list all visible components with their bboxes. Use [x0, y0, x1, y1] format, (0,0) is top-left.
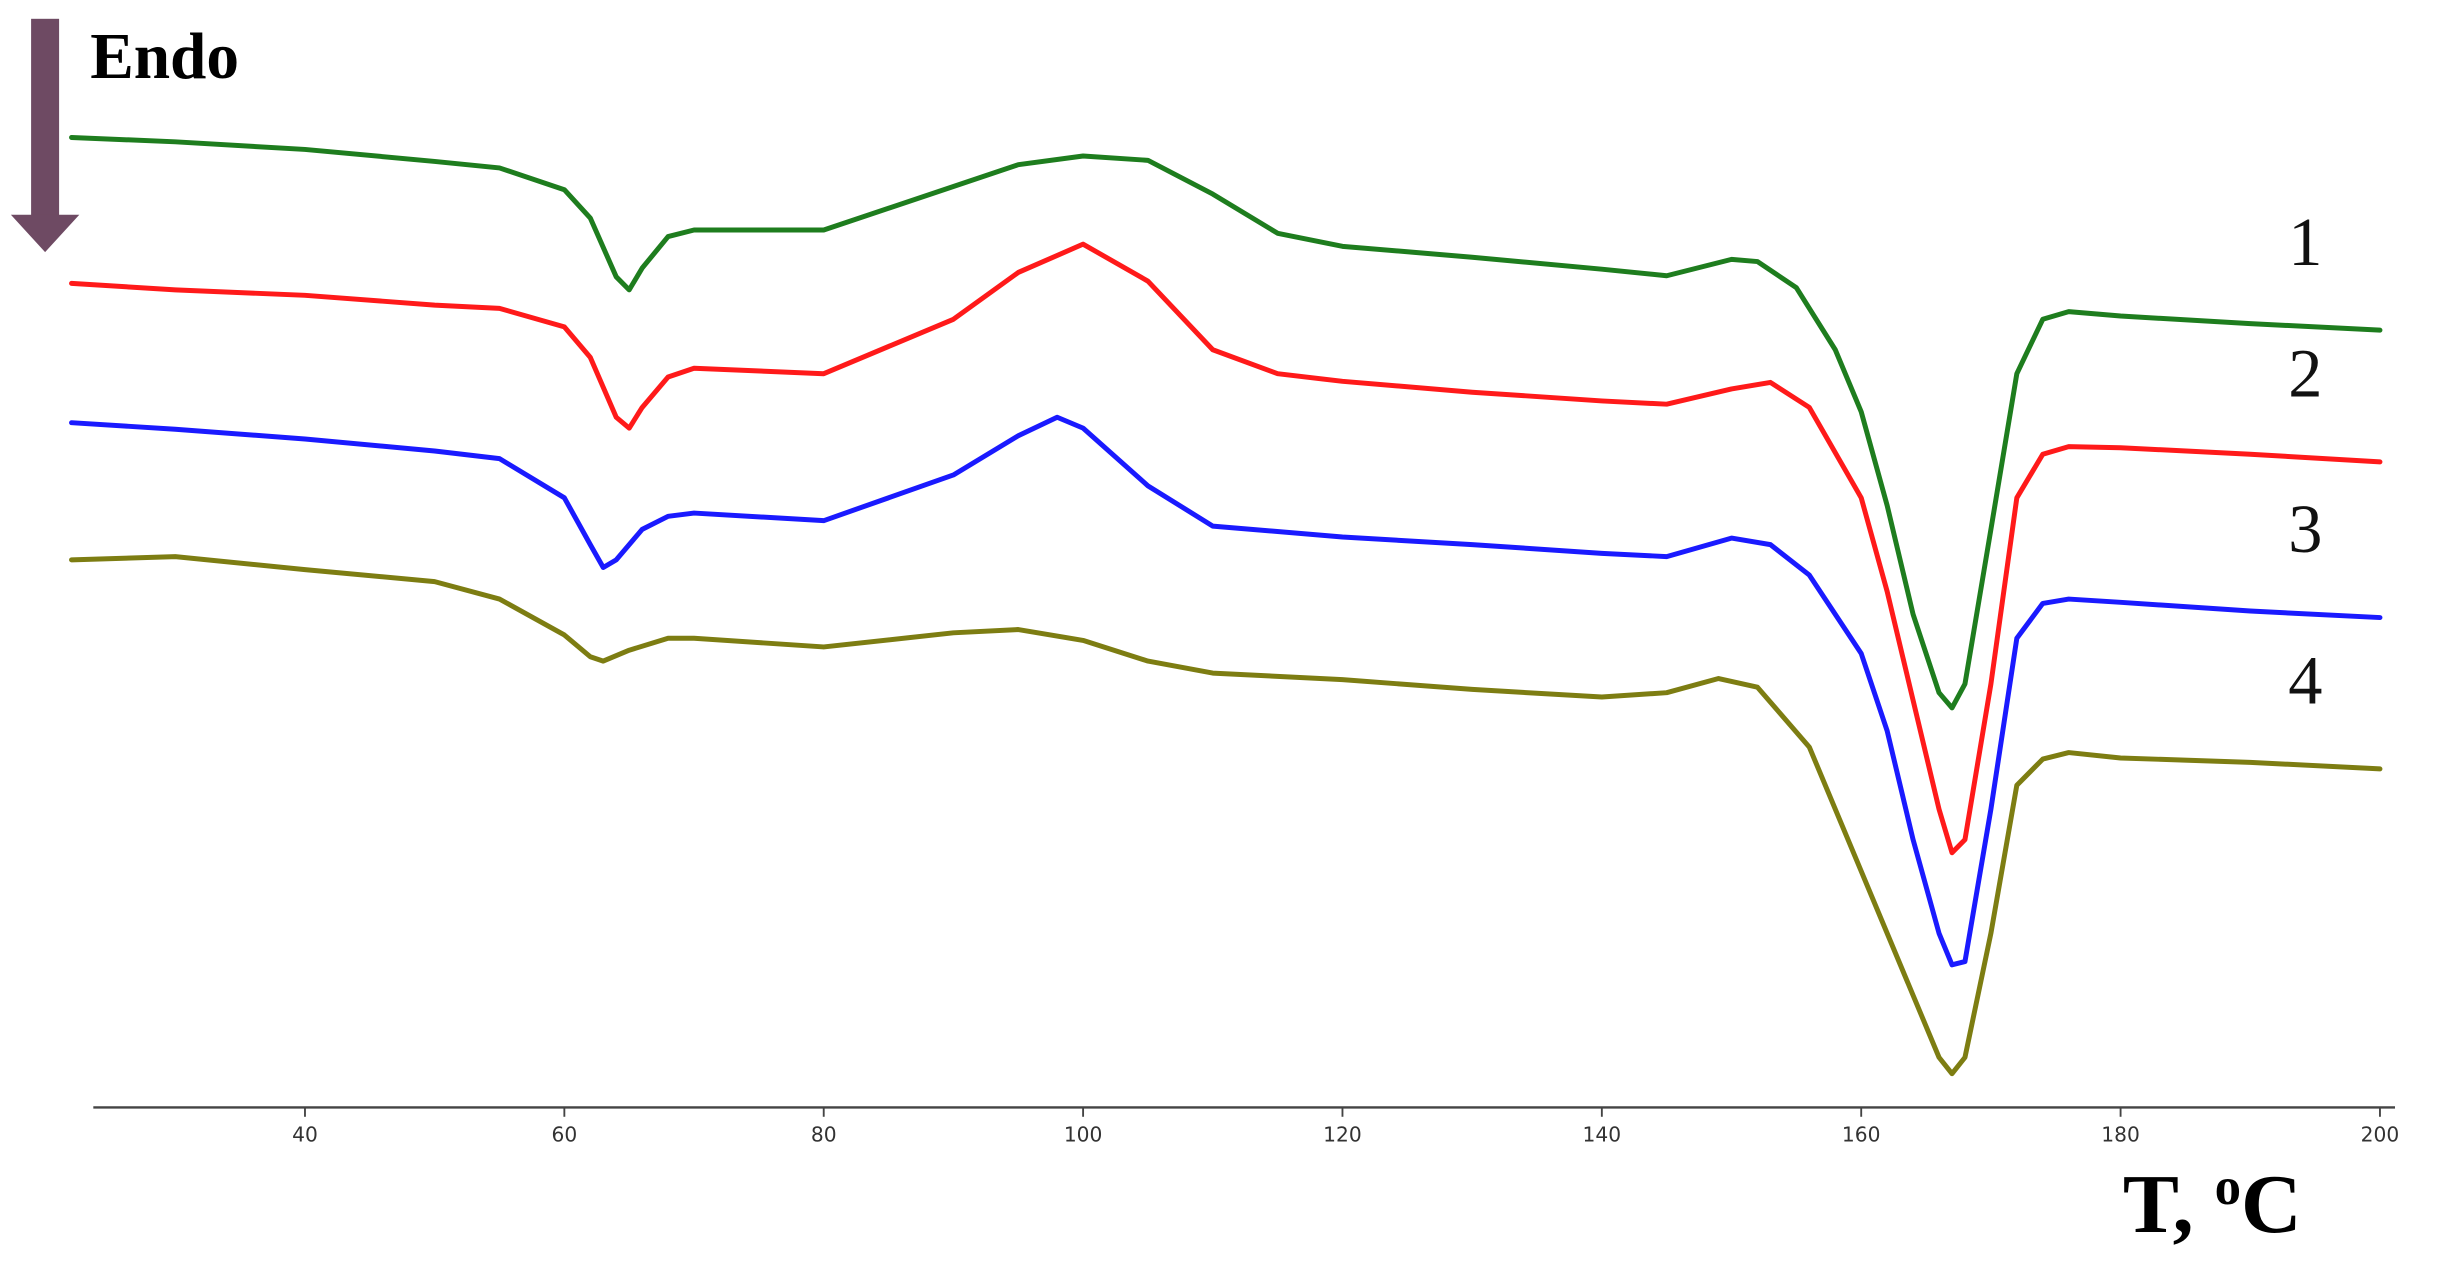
x-label-sup: o — [2215, 1158, 2241, 1216]
x-tick-label: 140 — [1583, 1123, 1622, 1147]
x-tick-label: 100 — [1064, 1123, 1103, 1147]
line-series — [69, 241, 2383, 856]
x-axis-label: T, oC — [2123, 1158, 2302, 1251]
line-series — [69, 134, 2383, 711]
endo-arrow-head — [10, 214, 80, 253]
x-tick-label: 200 — [2361, 1123, 2400, 1147]
x-tick-label: 180 — [2101, 1123, 2140, 1147]
series-label: 2 — [2288, 336, 2322, 412]
x-tick-label: 80 — [811, 1123, 837, 1147]
line-series — [69, 554, 2383, 1077]
series-label: 1 — [2288, 204, 2322, 280]
endo-arrow-shaft — [31, 18, 60, 218]
x-tick-label: 160 — [1842, 1123, 1881, 1147]
x-tick-label: 60 — [551, 1123, 577, 1147]
x-tick-label: 120 — [1323, 1123, 1362, 1147]
x-tick-label: 40 — [292, 1123, 318, 1147]
x-label-unit: C — [2241, 1158, 2302, 1251]
x-label-main: T, — [2123, 1158, 2215, 1251]
series-label: 3 — [2288, 491, 2322, 567]
series-label: 4 — [2288, 643, 2322, 719]
endo-label: Endo — [90, 21, 239, 93]
line-series — [69, 414, 2383, 968]
